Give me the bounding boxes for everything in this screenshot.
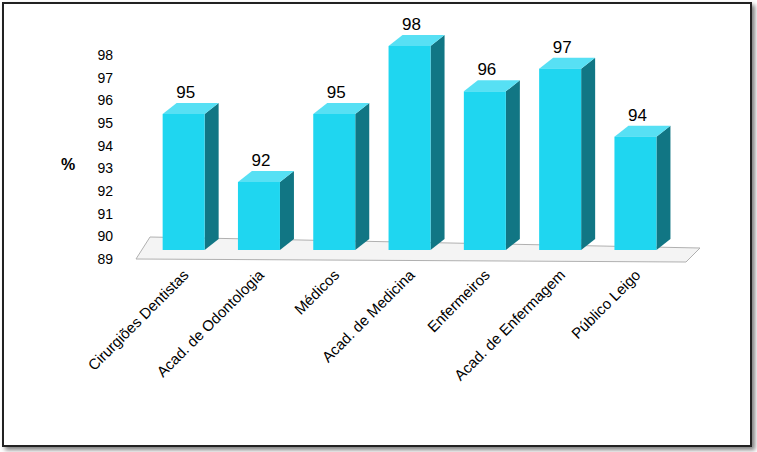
- bar: [614, 126, 670, 250]
- y-tick-label: 93: [97, 160, 113, 176]
- x-tick-label: Enfermeiros: [424, 266, 493, 335]
- bar-top: [464, 80, 520, 91]
- bar-front: [464, 91, 506, 250]
- bar-front: [238, 182, 280, 250]
- bar-top: [163, 103, 219, 114]
- bar-top: [238, 171, 294, 182]
- bar: [389, 35, 445, 250]
- y-tick-label: 90: [97, 228, 113, 244]
- x-tick-label: Acad. de Enfermagem: [451, 266, 569, 384]
- bar-front: [539, 69, 581, 250]
- y-tick-label: 95: [97, 115, 113, 131]
- x-tick-label: Médicos: [291, 266, 343, 318]
- bar-side: [431, 35, 445, 250]
- data-label: 95: [327, 83, 346, 102]
- bar: [539, 58, 595, 250]
- y-tick-label: 91: [97, 206, 113, 222]
- bar: [313, 103, 369, 250]
- data-label: 95: [176, 83, 195, 102]
- data-label: 94: [628, 106, 647, 125]
- chart-root: 89 90 91 92 93 94 95 96 97 98% 95Cirurgiões Dentis…: [0, 0, 757, 452]
- bar-side: [280, 171, 294, 250]
- bar-side: [656, 126, 670, 250]
- chart-frame: [3, 3, 751, 446]
- bar: [464, 80, 520, 250]
- x-tick-label: Acad. de Odontologia: [153, 266, 268, 381]
- bar-top: [614, 126, 670, 137]
- bar-front: [389, 46, 431, 250]
- bar-top: [539, 58, 595, 69]
- y-tick-label: 98: [97, 47, 113, 63]
- x-tick-label: Público Leigo: [568, 266, 644, 342]
- bar-front: [163, 114, 205, 250]
- bar-side: [581, 58, 595, 250]
- bar-side: [506, 80, 520, 250]
- labels: 95Cirurgiões Dentistas92Acad. de Odontol…: [84, 15, 647, 384]
- data-label: 96: [477, 60, 496, 79]
- y-tick-label: 89: [97, 251, 113, 267]
- bar-side: [355, 103, 369, 250]
- y-axis-label: %: [61, 156, 75, 173]
- bar-top: [389, 35, 445, 46]
- bar: [163, 103, 219, 250]
- y-tick-label: 92: [97, 183, 113, 199]
- data-label: 97: [553, 38, 572, 57]
- x-tick-label: Acad. de Medicina: [318, 266, 418, 366]
- bar-side: [205, 103, 219, 250]
- bar-front: [313, 114, 355, 250]
- data-label: 98: [402, 15, 421, 34]
- y-tick-label: 97: [97, 70, 113, 86]
- bar: [238, 171, 294, 250]
- y-tick-label: 96: [97, 92, 113, 108]
- bar-front: [614, 137, 656, 250]
- data-label: 92: [251, 151, 270, 170]
- bars: [163, 35, 671, 250]
- y-tick-label: 94: [97, 138, 113, 154]
- bar-top: [313, 103, 369, 114]
